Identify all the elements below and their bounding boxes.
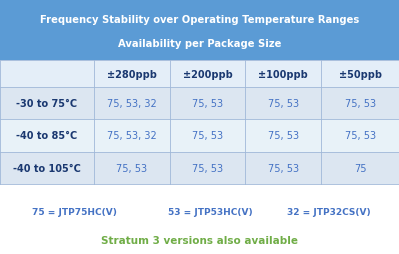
- Text: ±280ppb: ±280ppb: [107, 69, 156, 79]
- Text: 75, 53: 75, 53: [344, 99, 376, 109]
- FancyBboxPatch shape: [0, 61, 399, 88]
- FancyBboxPatch shape: [0, 1, 399, 61]
- FancyBboxPatch shape: [0, 152, 399, 184]
- Text: 75, 53, 32: 75, 53, 32: [107, 131, 156, 141]
- Text: 75, 53, 32: 75, 53, 32: [107, 99, 156, 109]
- Text: 75, 53: 75, 53: [192, 163, 223, 173]
- Text: ±100ppb: ±100ppb: [259, 69, 308, 79]
- Text: 75, 53: 75, 53: [268, 99, 299, 109]
- Text: 75, 53: 75, 53: [192, 99, 223, 109]
- Text: 53 = JTP53HC(V): 53 = JTP53HC(V): [168, 208, 252, 217]
- Text: 75, 53: 75, 53: [192, 131, 223, 141]
- Text: 75, 53: 75, 53: [268, 163, 299, 173]
- Text: -30 to 75°C: -30 to 75°C: [16, 99, 77, 109]
- Text: 32 = JTP32CS(V): 32 = JTP32CS(V): [287, 208, 371, 217]
- FancyBboxPatch shape: [0, 120, 399, 152]
- Text: 75: 75: [354, 163, 366, 173]
- Text: Frequency Stability over Operating Temperature Ranges: Frequency Stability over Operating Tempe…: [40, 15, 359, 25]
- FancyBboxPatch shape: [0, 88, 399, 120]
- Text: ±200ppb: ±200ppb: [183, 69, 232, 79]
- Text: Stratum 3 versions also available: Stratum 3 versions also available: [101, 235, 298, 245]
- Text: 75, 53: 75, 53: [116, 163, 147, 173]
- Text: 75, 53: 75, 53: [268, 131, 299, 141]
- Text: -40 to 85°C: -40 to 85°C: [16, 131, 77, 141]
- Text: 75 = JTP75HC(V): 75 = JTP75HC(V): [32, 208, 117, 217]
- Text: Availability per Package Size: Availability per Package Size: [118, 39, 281, 49]
- Text: 75, 53: 75, 53: [344, 131, 376, 141]
- Text: ±50ppb: ±50ppb: [339, 69, 381, 79]
- Text: -40 to 105°C: -40 to 105°C: [13, 163, 81, 173]
